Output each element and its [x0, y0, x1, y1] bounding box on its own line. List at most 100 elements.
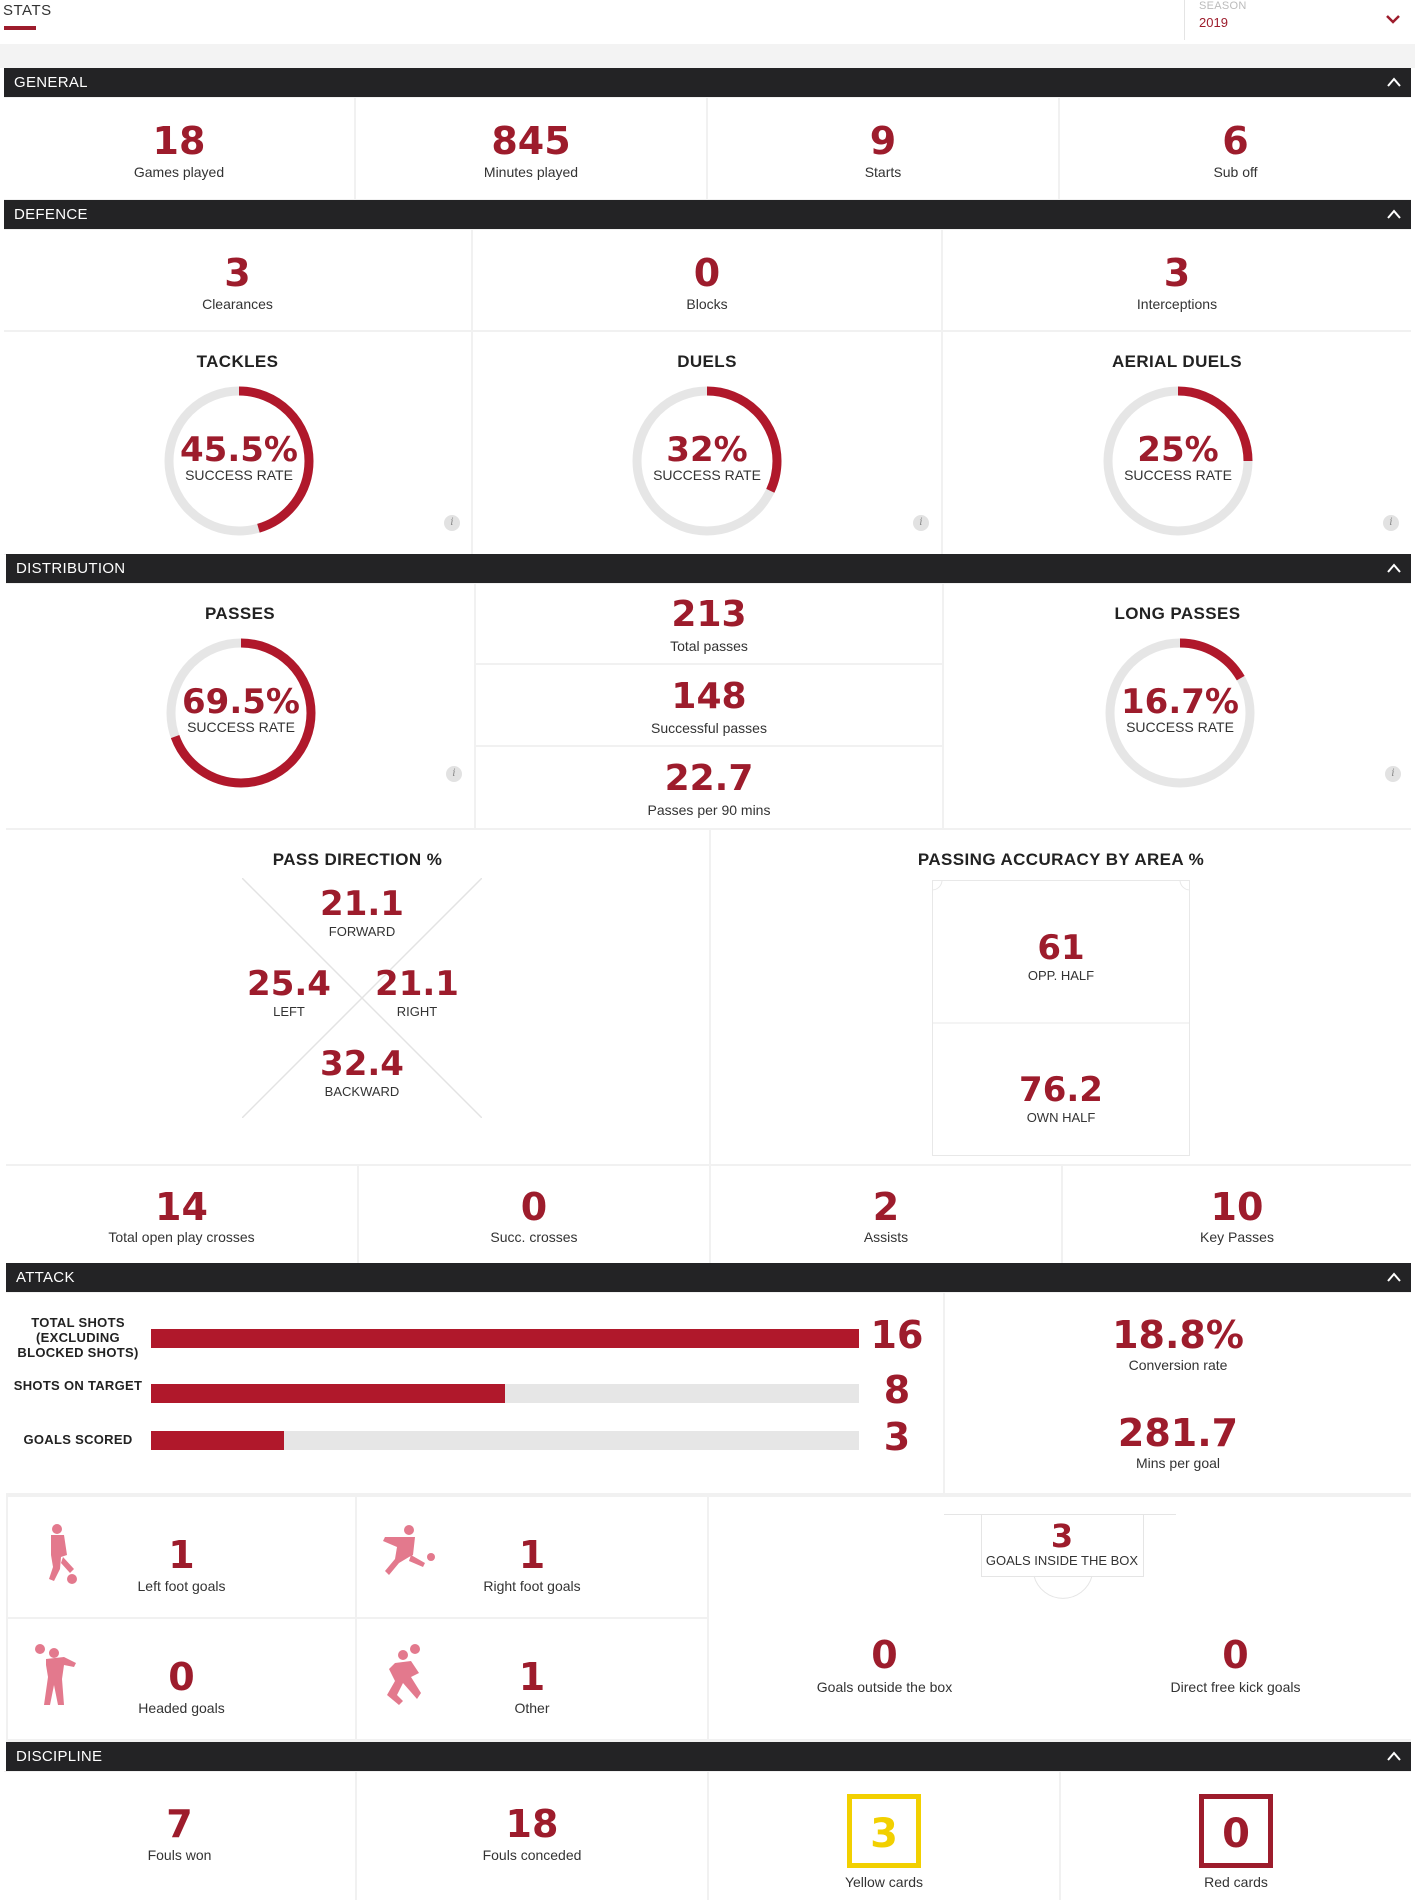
section-title: GENERAL [14, 74, 88, 91]
own-half-label: OWN HALF [1026, 1110, 1096, 1125]
bar-label-total-shots: TOTAL SHOTS (EXCLUDING BLOCKED SHOTS) [17, 1315, 139, 1360]
duels-donut: 32% SUCCESS RATE [630, 384, 784, 538]
stat-label: Red cards [1204, 1874, 1268, 1890]
donut-card-passes: PASSES 69.5% SUCCESS RATE i [6, 584, 474, 828]
chevron-down-icon[interactable] [1386, 12, 1400, 26]
section-header-attack[interactable]: ATTACK [6, 1263, 1411, 1292]
pass-backward: 32.4 BACKWARD [302, 1044, 422, 1099]
chevron-up-icon[interactable] [1387, 1271, 1401, 1283]
pass-right-label: RIGHT [396, 1004, 438, 1019]
stat-label: Yellow cards [844, 1874, 924, 1890]
info-icon[interactable]: i [1383, 515, 1399, 531]
section-header-distribution[interactable]: DISTRIBUTION [6, 554, 1411, 583]
stat-label: Fouls won [147, 1847, 212, 1863]
stat-clearances: 3 Clearances [4, 230, 471, 330]
stat-label: Starts [864, 164, 902, 180]
section-title: DEFENCE [14, 206, 88, 223]
stat-blocks: 0 Blocks [473, 230, 941, 330]
pitch-diagram [932, 880, 1190, 1156]
mins-per-goal-label: Mins per goal [1135, 1455, 1221, 1471]
header-icon [35, 1644, 76, 1705]
outside-box-label: Goals outside the box [816, 1679, 953, 1695]
aerial-duels-donut: 25% SUCCESS RATE [1101, 384, 1255, 538]
stat-fouls-conceded: 18 Fouls conceded [357, 1772, 707, 1900]
donut-card-long-passes: LONG PASSES 16.7% SUCCESS RATE i [944, 584, 1411, 828]
spacer-band [0, 44, 1415, 68]
stat-label: Key Passes [1200, 1229, 1274, 1245]
free-kick-label: Direct free kick goals [1170, 1679, 1301, 1695]
passing-accuracy-title: PASSING ACCURACY BY AREA % [917, 850, 1205, 869]
stat-value: 6 [1222, 119, 1249, 163]
opp-half-value: 61 [1037, 928, 1085, 968]
stat-yellow-cards: 3 Yellow cards [709, 1772, 1059, 1900]
donut-arc [632, 386, 782, 536]
donut-sublabel: SUCCESS RATE [653, 467, 761, 483]
yellow-card-box: 3 [847, 1794, 921, 1868]
stat-label: Left foot goals [137, 1578, 226, 1594]
stat-label: Right foot goals [483, 1578, 581, 1594]
passing-accuracy-card: PASSING ACCURACY BY AREA % 61 OPP. HALF … [711, 830, 1411, 1164]
stats-tab-underline [4, 26, 36, 30]
donut-value: 16.7% [1121, 682, 1239, 722]
donut-value: 45.5% [180, 430, 298, 470]
pass-forward: 21.1 FORWARD [302, 884, 422, 939]
stat-label: Assists [863, 1229, 909, 1245]
own-half-accuracy: 76.2 OWN HALF [932, 1070, 1190, 1125]
donut-title: PASSES [204, 604, 276, 623]
stat-total-passes: 213 Total passes [476, 584, 942, 663]
chevron-up-icon[interactable] [1387, 1750, 1401, 1762]
own-half-value: 76.2 [1019, 1070, 1103, 1110]
conversion-card: 18.8% Conversion rate 281.7 Mins per goa… [945, 1293, 1411, 1493]
stat-value: 10 [1210, 1185, 1264, 1229]
section-title: ATTACK [16, 1269, 75, 1286]
long-passes-donut: 16.7% SUCCESS RATE [1103, 636, 1257, 790]
pass-left: 25.4 LEFT [239, 964, 339, 1019]
free-kick-value: 0 [1222, 1633, 1249, 1677]
section-header-general[interactable]: GENERAL [4, 68, 1411, 97]
stat-label: Total passes [670, 638, 748, 654]
bar-label-shots-on-target: SHOTS ON TARGET [13, 1378, 143, 1393]
pass-forward-value: 21.1 [320, 884, 404, 924]
donut-arc [164, 386, 314, 536]
donut-sublabel: SUCCESS RATE [185, 467, 293, 483]
chevron-up-icon[interactable] [1387, 562, 1401, 574]
stat-games-played: 18 Games played [4, 98, 354, 199]
season-select[interactable]: 2019 [1199, 15, 1228, 30]
section-header-discipline[interactable]: DISCIPLINE [6, 1742, 1411, 1771]
headed-goals: 0 Headed goals [8, 1619, 355, 1739]
donut-arc [1105, 638, 1255, 788]
donut-card-duels: DUELS 32% SUCCESS RATE i [473, 332, 941, 554]
stat-value: 1 [518, 1533, 546, 1577]
section-header-defence[interactable]: DEFENCE [4, 200, 1411, 229]
outside-box-goals: 0 Goals outside the box [709, 1633, 1060, 1695]
chevron-up-icon[interactable] [1387, 76, 1401, 88]
stat-label: Minutes played [483, 164, 579, 180]
right-foot-goals: 1 Right foot goals [357, 1497, 707, 1617]
pass-direction-title: PASS DIRECTION % [272, 850, 443, 869]
info-icon[interactable]: i [1385, 766, 1401, 782]
stat-value: 213 [671, 594, 747, 635]
donut-card-tackles: TACKLES 45.5% SUCCESS RATE i [4, 332, 471, 554]
info-icon[interactable]: i [446, 766, 462, 782]
opp-half-accuracy: 61 OPP. HALF [932, 928, 1190, 983]
stat-value: 3 [224, 251, 251, 295]
section-title: DISCIPLINE [16, 1748, 103, 1765]
bar-value-goals-scored: 3 [883, 1415, 911, 1459]
bar-value-total-shots: 16 [870, 1313, 924, 1357]
stat-value: 2 [872, 1185, 900, 1229]
stat-value: 0 [168, 1655, 195, 1699]
info-icon[interactable]: i [913, 515, 929, 531]
info-icon[interactable]: i [444, 515, 460, 531]
pass-backward-label: BACKWARD [324, 1084, 400, 1099]
stat-interceptions: 3 Interceptions [943, 230, 1411, 330]
stats-tab[interactable]: STATS [3, 2, 52, 19]
stat-value: 14 [155, 1185, 208, 1229]
stat-label: Interceptions [1136, 296, 1218, 312]
passes-donut: 69.5% SUCCESS RATE [164, 636, 318, 790]
chevron-up-icon[interactable] [1387, 208, 1401, 220]
season-divider [1184, 0, 1185, 40]
free-kick-goals: 0 Direct free kick goals [1060, 1633, 1411, 1695]
pass-direction-card: PASS DIRECTION % 21.1 FORWARD 25.4 LEFT … [6, 830, 709, 1164]
top-bar: STATS SEASON 2019 [0, 0, 1415, 44]
stat-sub-off: 6 Sub off [1060, 98, 1411, 199]
